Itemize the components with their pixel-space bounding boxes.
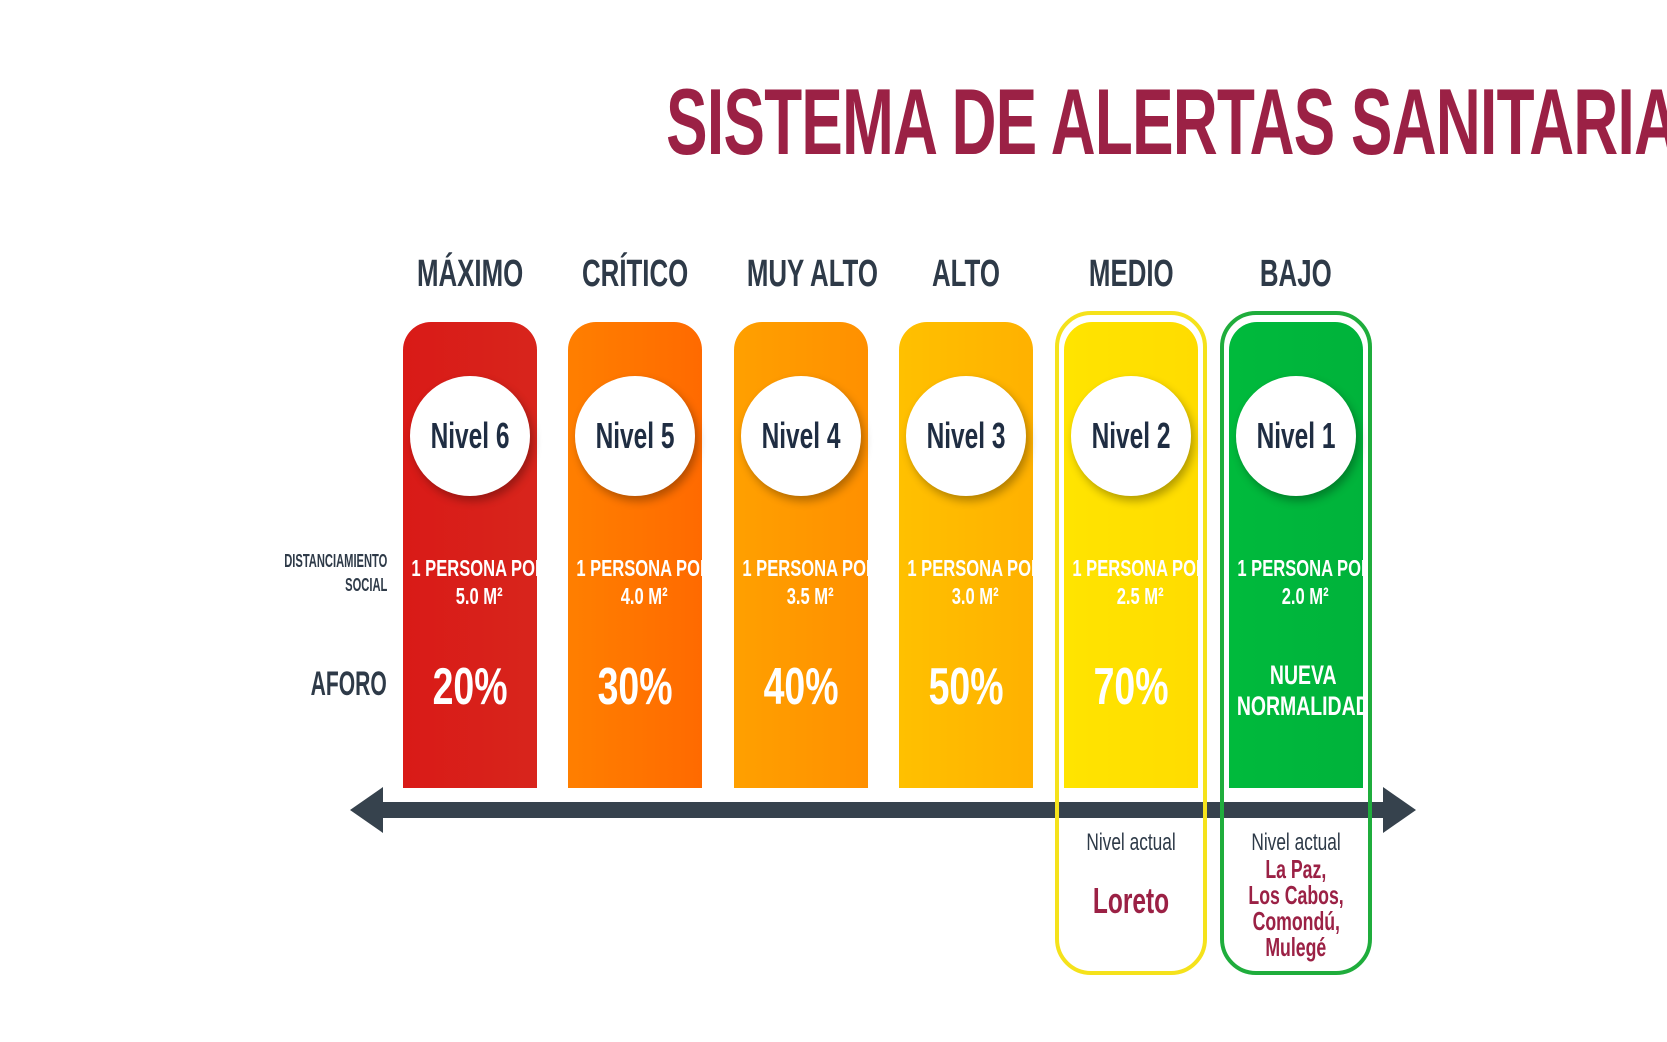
level-5-name: CRÍTICO [581,253,689,295]
place-los-cabos: Los Cabos, [1248,880,1344,910]
nivel-2-current-label: Nivel actual [1086,829,1176,856]
page-title: SISTEMA DE ALERTAS SANITARIAS [666,69,1667,174]
level-5-badge: Nivel 5 [575,376,695,496]
level-4-distanciamiento: 1 PERSONA POR 3.5 M² [742,555,878,609]
level-3-distanciamiento: 1 PERSONA POR 3.0 M² [907,555,1043,609]
nivel-1-places: La Paz, Los Cabos, Comondú, Mulegé [1216,856,1376,960]
level-5-aforo: 30% [597,658,673,716]
level-6-name: MÁXIMO [416,253,524,295]
place-mulege: Mulegé [1265,932,1327,962]
current-level-outline-nivel-2 [1055,311,1207,975]
level-4-badge: Nivel 4 [741,376,861,496]
level-1-aforo: NUEVA NORMALIDAD [1236,660,1370,721]
place-comondu: Comondú, [1252,906,1340,936]
level-1-name: BAJO [1260,253,1332,295]
level-3-badge: Nivel 3 [906,376,1026,496]
level-3-aforo: 50% [928,658,1004,716]
level-3-name: ALTO [932,253,1000,295]
place-la-paz: La Paz, [1265,854,1327,884]
level-6-distanciamiento: 1 PERSONA POR 5.0 M² [411,555,547,609]
level-4-name: MUY ALTO [746,253,878,295]
nivel-2-places: Loreto [1092,880,1170,921]
level-5-distanciamiento: 1 PERSONA POR 4.0 M² [576,555,712,609]
level-2-aforo: 70% [1093,658,1169,716]
level-2-name: MEDIO [1088,253,1174,295]
level-1-badge: Nivel 1 [1236,376,1356,496]
distanciamiento-social-label: DISTANCIAMIENTO SOCIAL [283,551,387,595]
level-1-distanciamiento: 1 PERSONA POR 2.0 M² [1237,555,1373,609]
aforo-label: AFORO [310,665,387,703]
level-6-badge: Nivel 6 [410,376,530,496]
level-6-aforo: 20% [432,658,508,716]
double-arrow-icon [350,787,1416,833]
nivel-1-current-label: Nivel actual [1251,829,1341,856]
level-2-distanciamiento: 1 PERSONA POR 2.5 M² [1072,555,1208,609]
level-4-aforo: 40% [763,658,839,716]
current-level-outline-nivel-1 [1220,311,1372,975]
level-2-badge: Nivel 2 [1071,376,1191,496]
